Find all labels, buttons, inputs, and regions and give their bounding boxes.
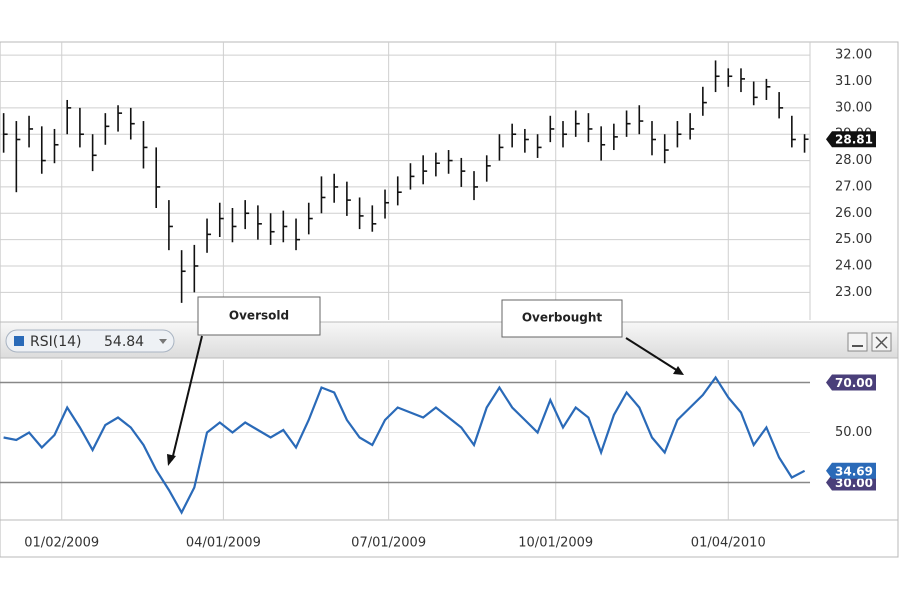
indicator-name: RSI(14) xyxy=(30,334,81,350)
last-price: 28.81 xyxy=(835,133,873,147)
annotation-box xyxy=(501,299,623,338)
x-tick-label: 01/02/2009 xyxy=(24,536,99,551)
y-tick-label: 23.00 xyxy=(835,285,872,300)
indicator-swatch xyxy=(14,336,24,346)
y-tick-label: 30.00 xyxy=(835,476,873,490)
y-tick-label: 31.00 xyxy=(835,74,872,89)
y-tick-label: 32.00 xyxy=(835,48,872,63)
annotation: Oversold xyxy=(229,309,289,323)
last-price-bg xyxy=(826,131,876,148)
arrow-head xyxy=(673,366,684,375)
x-tick-label: 10/01/2009 xyxy=(518,536,593,551)
x-tick-label: 04/01/2009 xyxy=(186,536,261,551)
rsi-line xyxy=(3,375,806,515)
y-tick-label: 27.00 xyxy=(835,179,872,194)
last-value-bg xyxy=(826,462,876,479)
dropdown-arrow[interactable] xyxy=(159,339,167,344)
y-tick-label: 50.00 xyxy=(835,425,872,440)
plot-layer: 01/02/2009 04/01/2009 07/01/2009 10/01/2009… xyxy=(0,42,876,551)
indicator-value: 54.84 xyxy=(104,334,144,350)
last-value: 34.69 xyxy=(835,464,873,478)
annotation-box xyxy=(197,296,321,336)
y-tick-label: 24.00 xyxy=(835,258,872,273)
annotation-arrow xyxy=(625,337,679,372)
y-tick-label: 26.00 xyxy=(835,206,872,221)
close-icon xyxy=(875,336,888,349)
frame xyxy=(0,41,899,558)
x-tick-label: 07/01/2009 xyxy=(351,536,426,551)
annotation-arrow xyxy=(171,335,203,461)
x-tick-label: 01/04/2010 xyxy=(691,536,766,551)
indicator-pill[interactable] xyxy=(5,329,175,353)
y-tick-label: 70.00 xyxy=(835,376,873,390)
annotation: Overbought xyxy=(522,311,603,325)
y-tick-label: 28.00 xyxy=(835,153,872,168)
arrow-head xyxy=(167,454,176,466)
y-tick-label-bg xyxy=(826,374,876,391)
y-tick-label: 30.00 xyxy=(835,100,872,115)
y-tick-label: 25.00 xyxy=(835,232,872,247)
minimize-button[interactable] xyxy=(847,332,868,352)
